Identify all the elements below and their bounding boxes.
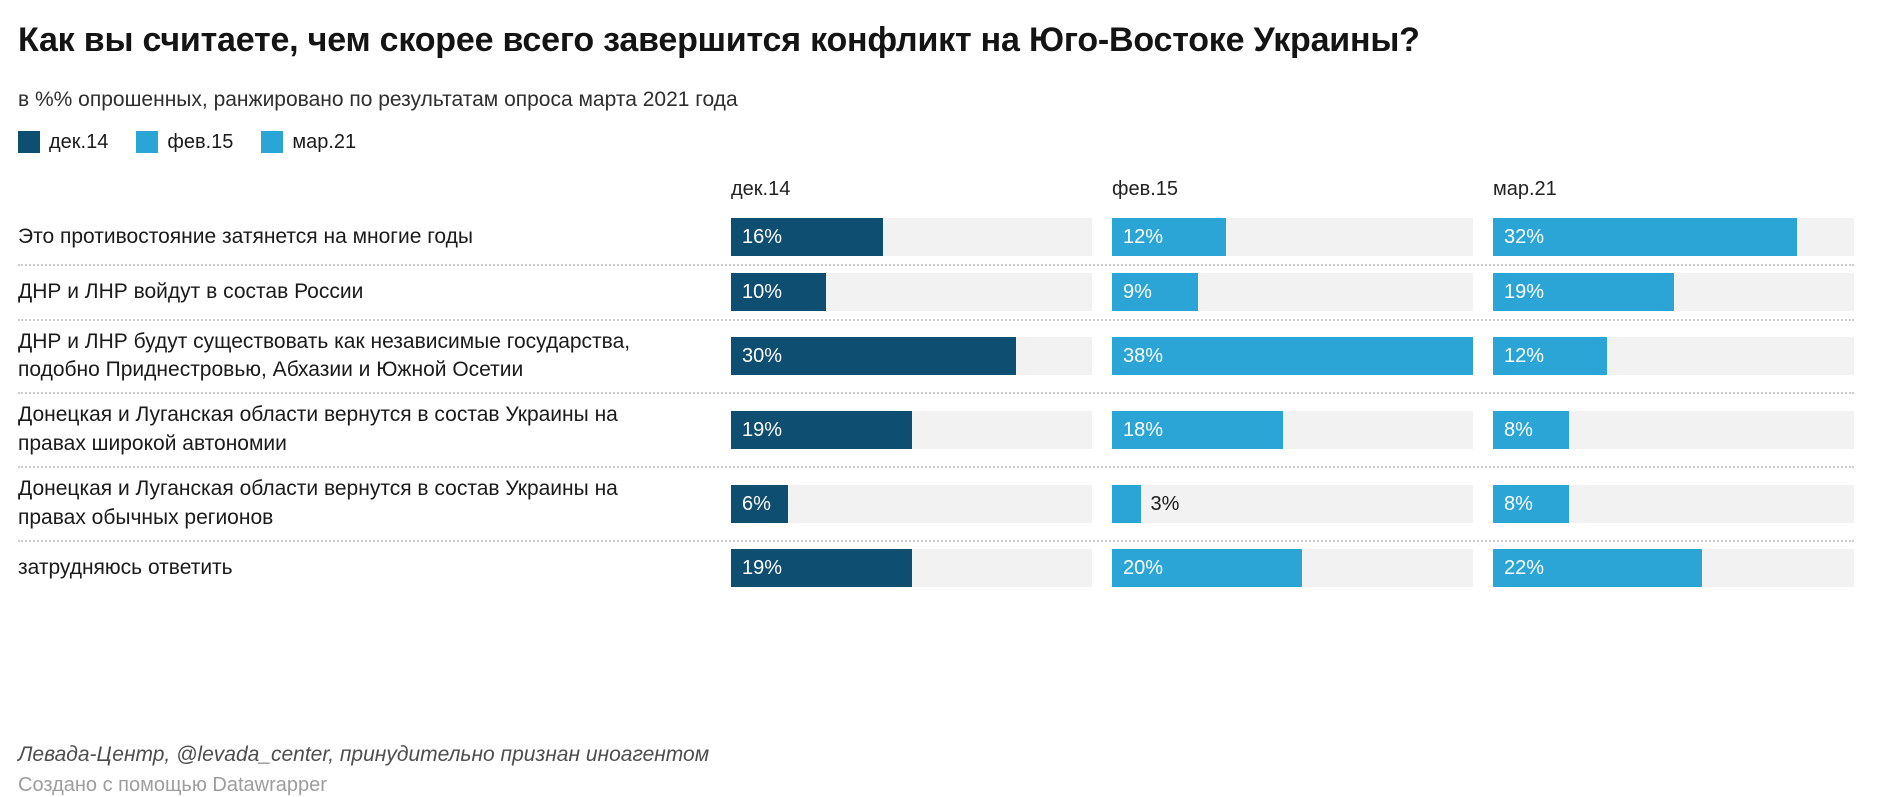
legend-swatch-dec14 <box>18 131 40 154</box>
bar-track: 9% <box>1112 272 1473 311</box>
legend-swatch-mar21 <box>261 131 284 154</box>
chart-row: ДНР и ЛНР будут существовать как независ… <box>18 318 1854 393</box>
legend-label-mar21: мар.21 <box>292 130 357 153</box>
row-label: затрудняюсь ответить <box>18 555 233 579</box>
legend-label-feb15: фев.15 <box>167 130 234 153</box>
legend-item-feb15: фев.15 <box>136 131 233 154</box>
column-header-mar21: мар.21 <box>1493 177 1557 200</box>
bar-value-label: 19% <box>1504 280 1545 303</box>
bar-track: 12% <box>1493 337 1854 376</box>
bar-value-label: 32% <box>1504 225 1545 248</box>
row-label: ДНР и ЛНР войдут в состав России <box>18 279 364 303</box>
column-header-dec14: дек.14 <box>731 177 791 200</box>
bar-дек.14 <box>731 484 788 523</box>
legend: дек.14 фев.15 мар.21 <box>18 131 1854 154</box>
bar-value-label: 3% <box>1150 492 1180 515</box>
bar-value-label: 20% <box>1123 556 1164 579</box>
bar-track: 12% <box>1112 217 1473 256</box>
bar-мар.21 <box>1493 410 1569 449</box>
bar-фев.15 <box>1112 548 1302 587</box>
column-header-feb15: фев.15 <box>1112 177 1179 200</box>
chart-rows: Это противостояние затянется на многие г… <box>18 211 1854 595</box>
bar-value-label: 18% <box>1123 418 1164 441</box>
bar-track: 8% <box>1493 410 1854 449</box>
bar-value-label: 6% <box>742 492 771 515</box>
bar-мар.21 <box>1493 548 1702 587</box>
bar-дек.14 <box>731 410 912 449</box>
chart-footer: Левада-Центр, @levada_center, принудител… <box>18 743 1854 797</box>
split-bar-chart: дек.14 фев.15 мар.21 Это противостояние … <box>18 178 1854 595</box>
datawrapper-attribution: Создано с помощью Datawrapper <box>18 773 327 796</box>
bar-track: 20% <box>1112 548 1473 587</box>
bar-мар.21 <box>1493 217 1797 256</box>
bar-value-label: 10% <box>742 280 783 303</box>
bar-track: 19% <box>731 410 1092 449</box>
row-label: Донецкая и Луганская области вернутся в … <box>18 477 618 529</box>
bar-фев.15 <box>1112 272 1198 311</box>
row-label: Донецкая и Луганская области вернутся в … <box>18 403 618 455</box>
bar-track: 19% <box>731 548 1092 587</box>
bar-value-label: 19% <box>742 418 783 441</box>
bar-value-label: 9% <box>1123 280 1152 303</box>
chart-subtitle: в %% опрошенных, ранжировано по результа… <box>18 87 738 111</box>
bar-дек.14 <box>731 217 883 256</box>
bar-value-label: 8% <box>1504 418 1533 441</box>
bar-track: 32% <box>1493 217 1854 256</box>
bar-value-label: 38% <box>1123 345 1164 368</box>
chart-row: ДНР и ЛНР войдут в состав России 10% 9% 19% <box>18 263 1854 319</box>
bar-мар.21 <box>1493 272 1674 311</box>
chart-row: Донецкая и Луганская области вернутся в … <box>18 392 1854 466</box>
bar-value-label: 19% <box>742 556 783 579</box>
bar-value-label: 30% <box>742 345 783 368</box>
bar-дек.14 <box>731 272 826 311</box>
bar-фев.15 <box>1112 484 1141 523</box>
bar-мар.21 <box>1493 484 1569 523</box>
row-label: ДНР и ЛНР будут существовать как независ… <box>18 329 631 382</box>
chart-row: затрудняюсь ответить 19% 20% 22% <box>18 539 1854 595</box>
legend-item-mar21: мар.21 <box>261 131 356 154</box>
bar-track: 18% <box>1112 410 1473 449</box>
bar-value-label: 8% <box>1504 492 1533 515</box>
bar-track: 6% <box>731 484 1092 523</box>
bar-value-label: 16% <box>742 225 783 248</box>
bar-дек.14 <box>731 337 1016 376</box>
bar-фев.15 <box>1112 410 1283 449</box>
bar-track: 22% <box>1493 548 1854 587</box>
bar-track: 16% <box>731 217 1092 256</box>
column-headers: дек.14 фев.15 мар.21 <box>18 178 1854 203</box>
bar-track: 19% <box>1493 272 1854 311</box>
legend-label-dec14: дек.14 <box>49 130 109 153</box>
bar-track: 8% <box>1493 484 1854 523</box>
bar-value-label: 12% <box>1123 225 1164 248</box>
bar-track: 10% <box>731 272 1092 311</box>
bar-фев.15 <box>1112 337 1473 376</box>
legend-swatch-feb15 <box>136 131 159 154</box>
bar-track: 38% <box>1112 337 1473 376</box>
bar-value-label: 12% <box>1504 345 1545 368</box>
chart-row: Это противостояние затянется на многие г… <box>18 211 1854 264</box>
bar-фев.15 <box>1112 217 1226 256</box>
legend-item-dec14: дек.14 <box>18 131 108 154</box>
page-title: Как вы считаете, чем скорее всего заверш… <box>18 21 1420 59</box>
bar-дек.14 <box>731 548 912 587</box>
chart-page: Как вы считаете, чем скорее всего заверш… <box>18 21 1854 796</box>
chart-row: Донецкая и Луганская области вернутся в … <box>18 466 1854 540</box>
source-note: Левада-Центр, @levada_center, принудител… <box>18 742 710 766</box>
bar-track: 3% <box>1112 484 1473 523</box>
bar-value-label: 22% <box>1504 556 1545 579</box>
bar-track: 30% <box>731 337 1092 376</box>
row-label: Это противостояние затянется на многие г… <box>18 224 473 248</box>
bar-мар.21 <box>1493 337 1607 376</box>
